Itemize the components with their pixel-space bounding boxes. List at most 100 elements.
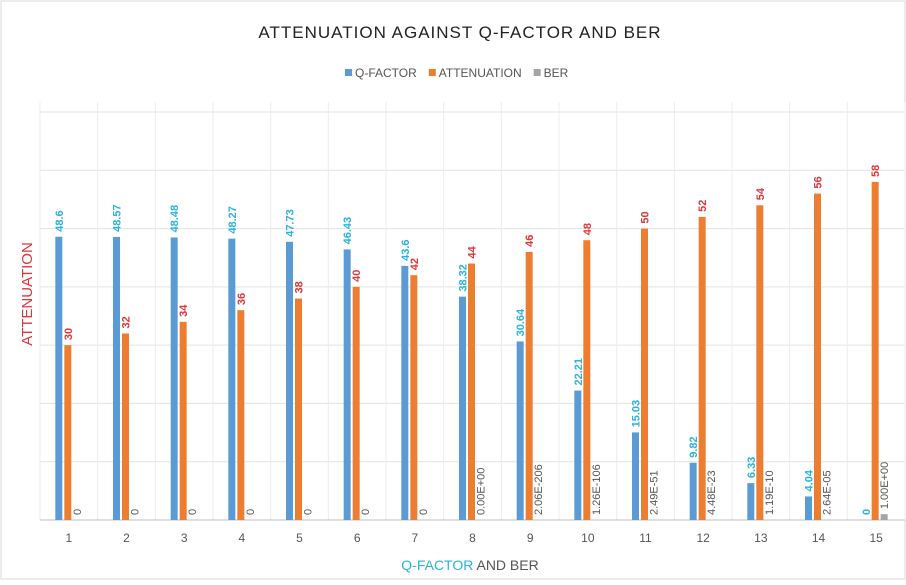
data-label: 36 bbox=[236, 293, 248, 305]
data-label: 0 bbox=[130, 509, 142, 515]
data-label: 30 bbox=[63, 328, 75, 340]
bar bbox=[459, 297, 466, 520]
legend-swatch bbox=[534, 69, 541, 76]
data-label: 0 bbox=[245, 509, 257, 515]
data-label: 9.82 bbox=[688, 436, 700, 457]
x-tick-label: 5 bbox=[296, 531, 303, 545]
data-label: 54 bbox=[755, 187, 767, 200]
bar bbox=[295, 299, 302, 520]
data-label: 2.49E-51 bbox=[649, 470, 661, 515]
data-label: 0 bbox=[72, 509, 84, 515]
data-label: 38.32 bbox=[458, 264, 470, 292]
bar bbox=[747, 483, 754, 520]
bar bbox=[237, 310, 244, 520]
data-label: 0 bbox=[861, 509, 873, 515]
data-label: 30.64 bbox=[515, 308, 527, 336]
x-tick-label: 6 bbox=[354, 531, 361, 545]
data-label: 38 bbox=[294, 281, 306, 293]
data-label: 48.27 bbox=[227, 206, 239, 234]
bar bbox=[881, 514, 888, 520]
bar bbox=[872, 182, 879, 520]
x-tick-label: 4 bbox=[238, 531, 245, 545]
bar bbox=[286, 242, 293, 520]
data-label: 0 bbox=[418, 509, 430, 515]
data-label: 46.43 bbox=[342, 217, 354, 245]
data-label: 58 bbox=[870, 165, 882, 177]
bar bbox=[171, 237, 178, 520]
bar bbox=[583, 240, 590, 520]
x-axis-title-part: AND BER bbox=[476, 557, 538, 573]
legend-swatch bbox=[345, 69, 352, 76]
data-label: 46 bbox=[524, 235, 536, 247]
bar bbox=[632, 432, 639, 520]
x-tick-label: 3 bbox=[181, 531, 188, 545]
data-label: 4.04 bbox=[804, 469, 816, 491]
data-label: 0.00E+00 bbox=[476, 468, 488, 515]
data-label: 43.6 bbox=[400, 239, 412, 260]
data-label: 47.73 bbox=[285, 209, 297, 237]
data-label: 32 bbox=[121, 316, 133, 328]
bar bbox=[401, 266, 408, 520]
legend-swatch bbox=[429, 69, 436, 76]
x-tick-label: 13 bbox=[754, 531, 768, 545]
chart-title: ATTENUATION AGAINST Q-FACTOR AND BER bbox=[258, 23, 661, 42]
data-label: 42 bbox=[409, 258, 421, 270]
y-axis-title: ATTENUATION bbox=[19, 242, 36, 346]
data-label: 48 bbox=[582, 223, 594, 235]
bar bbox=[55, 237, 62, 520]
bar bbox=[353, 287, 360, 520]
legend-label: BER bbox=[544, 66, 569, 80]
bar bbox=[180, 322, 187, 520]
x-tick-label: 1 bbox=[65, 531, 72, 545]
bar bbox=[699, 217, 706, 520]
data-label: 1.19E-10 bbox=[764, 470, 776, 515]
data-label: 0 bbox=[360, 509, 372, 515]
x-tick-label: 12 bbox=[696, 531, 710, 545]
data-label: 52 bbox=[697, 200, 709, 212]
data-label: 44 bbox=[467, 245, 479, 258]
bar bbox=[468, 264, 475, 520]
x-tick-label: 11 bbox=[639, 531, 652, 545]
bar bbox=[113, 237, 120, 520]
data-label: 0 bbox=[303, 509, 315, 515]
x-tick-label: 7 bbox=[411, 531, 418, 545]
data-label: 0 bbox=[187, 509, 199, 515]
x-tick-label: 15 bbox=[869, 531, 883, 545]
data-label: 1.00E+00 bbox=[879, 462, 891, 509]
bar bbox=[344, 249, 351, 520]
data-label: 2.06E-206 bbox=[533, 464, 545, 515]
data-label: 34 bbox=[178, 304, 190, 317]
bar bbox=[517, 341, 524, 520]
x-axis-title-part: Q-FACTOR bbox=[401, 557, 473, 573]
data-label: 50 bbox=[640, 211, 652, 223]
data-label: 48.6 bbox=[54, 210, 66, 231]
x-axis-title: Q-FACTOR AND BER bbox=[401, 557, 538, 573]
data-label: 56 bbox=[813, 176, 825, 188]
bar bbox=[526, 252, 533, 520]
x-tick-label: 10 bbox=[581, 531, 595, 545]
data-label: 4.48E-23 bbox=[706, 470, 718, 515]
x-tick-label: 9 bbox=[527, 531, 534, 545]
legend-label: ATTENUATION bbox=[439, 66, 522, 80]
data-label: 48.57 bbox=[112, 204, 124, 232]
bar bbox=[756, 205, 763, 520]
bar bbox=[410, 275, 417, 520]
data-label: 6.33 bbox=[746, 457, 758, 478]
bar bbox=[574, 391, 581, 520]
bar bbox=[814, 194, 821, 520]
data-label: 40 bbox=[351, 270, 363, 282]
x-tick-label: 2 bbox=[123, 531, 130, 545]
data-label: 22.21 bbox=[573, 358, 585, 386]
bar bbox=[64, 345, 71, 520]
x-tick-label: 14 bbox=[812, 531, 826, 545]
bar bbox=[641, 229, 648, 520]
x-tick-label: 8 bbox=[469, 531, 476, 545]
bar bbox=[228, 239, 235, 520]
bar bbox=[690, 463, 697, 520]
data-label: 48.48 bbox=[169, 205, 181, 233]
data-label: 2.64E-05 bbox=[822, 470, 834, 515]
data-label: 15.03 bbox=[631, 400, 643, 428]
data-label: 1.26E-106 bbox=[591, 464, 603, 515]
legend-label: Q-FACTOR bbox=[355, 66, 417, 80]
